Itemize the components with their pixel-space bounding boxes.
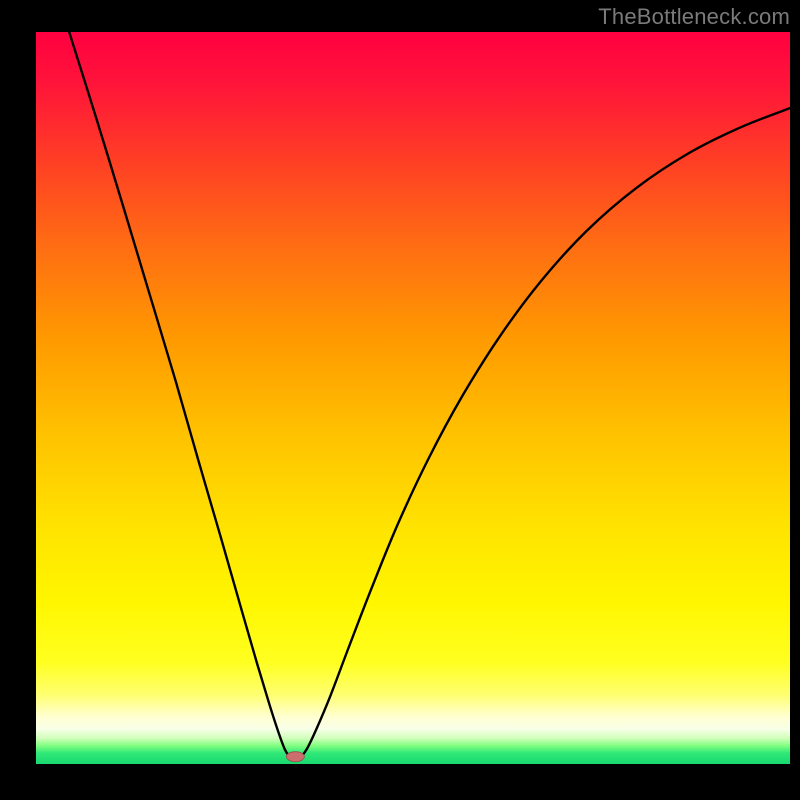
plot-area bbox=[36, 32, 790, 764]
outer-frame: TheBottleneck.com bbox=[0, 0, 800, 800]
minimum-marker bbox=[286, 752, 304, 762]
gradient-background bbox=[36, 32, 790, 764]
chart-svg bbox=[36, 32, 790, 764]
watermark-text: TheBottleneck.com bbox=[598, 4, 790, 30]
